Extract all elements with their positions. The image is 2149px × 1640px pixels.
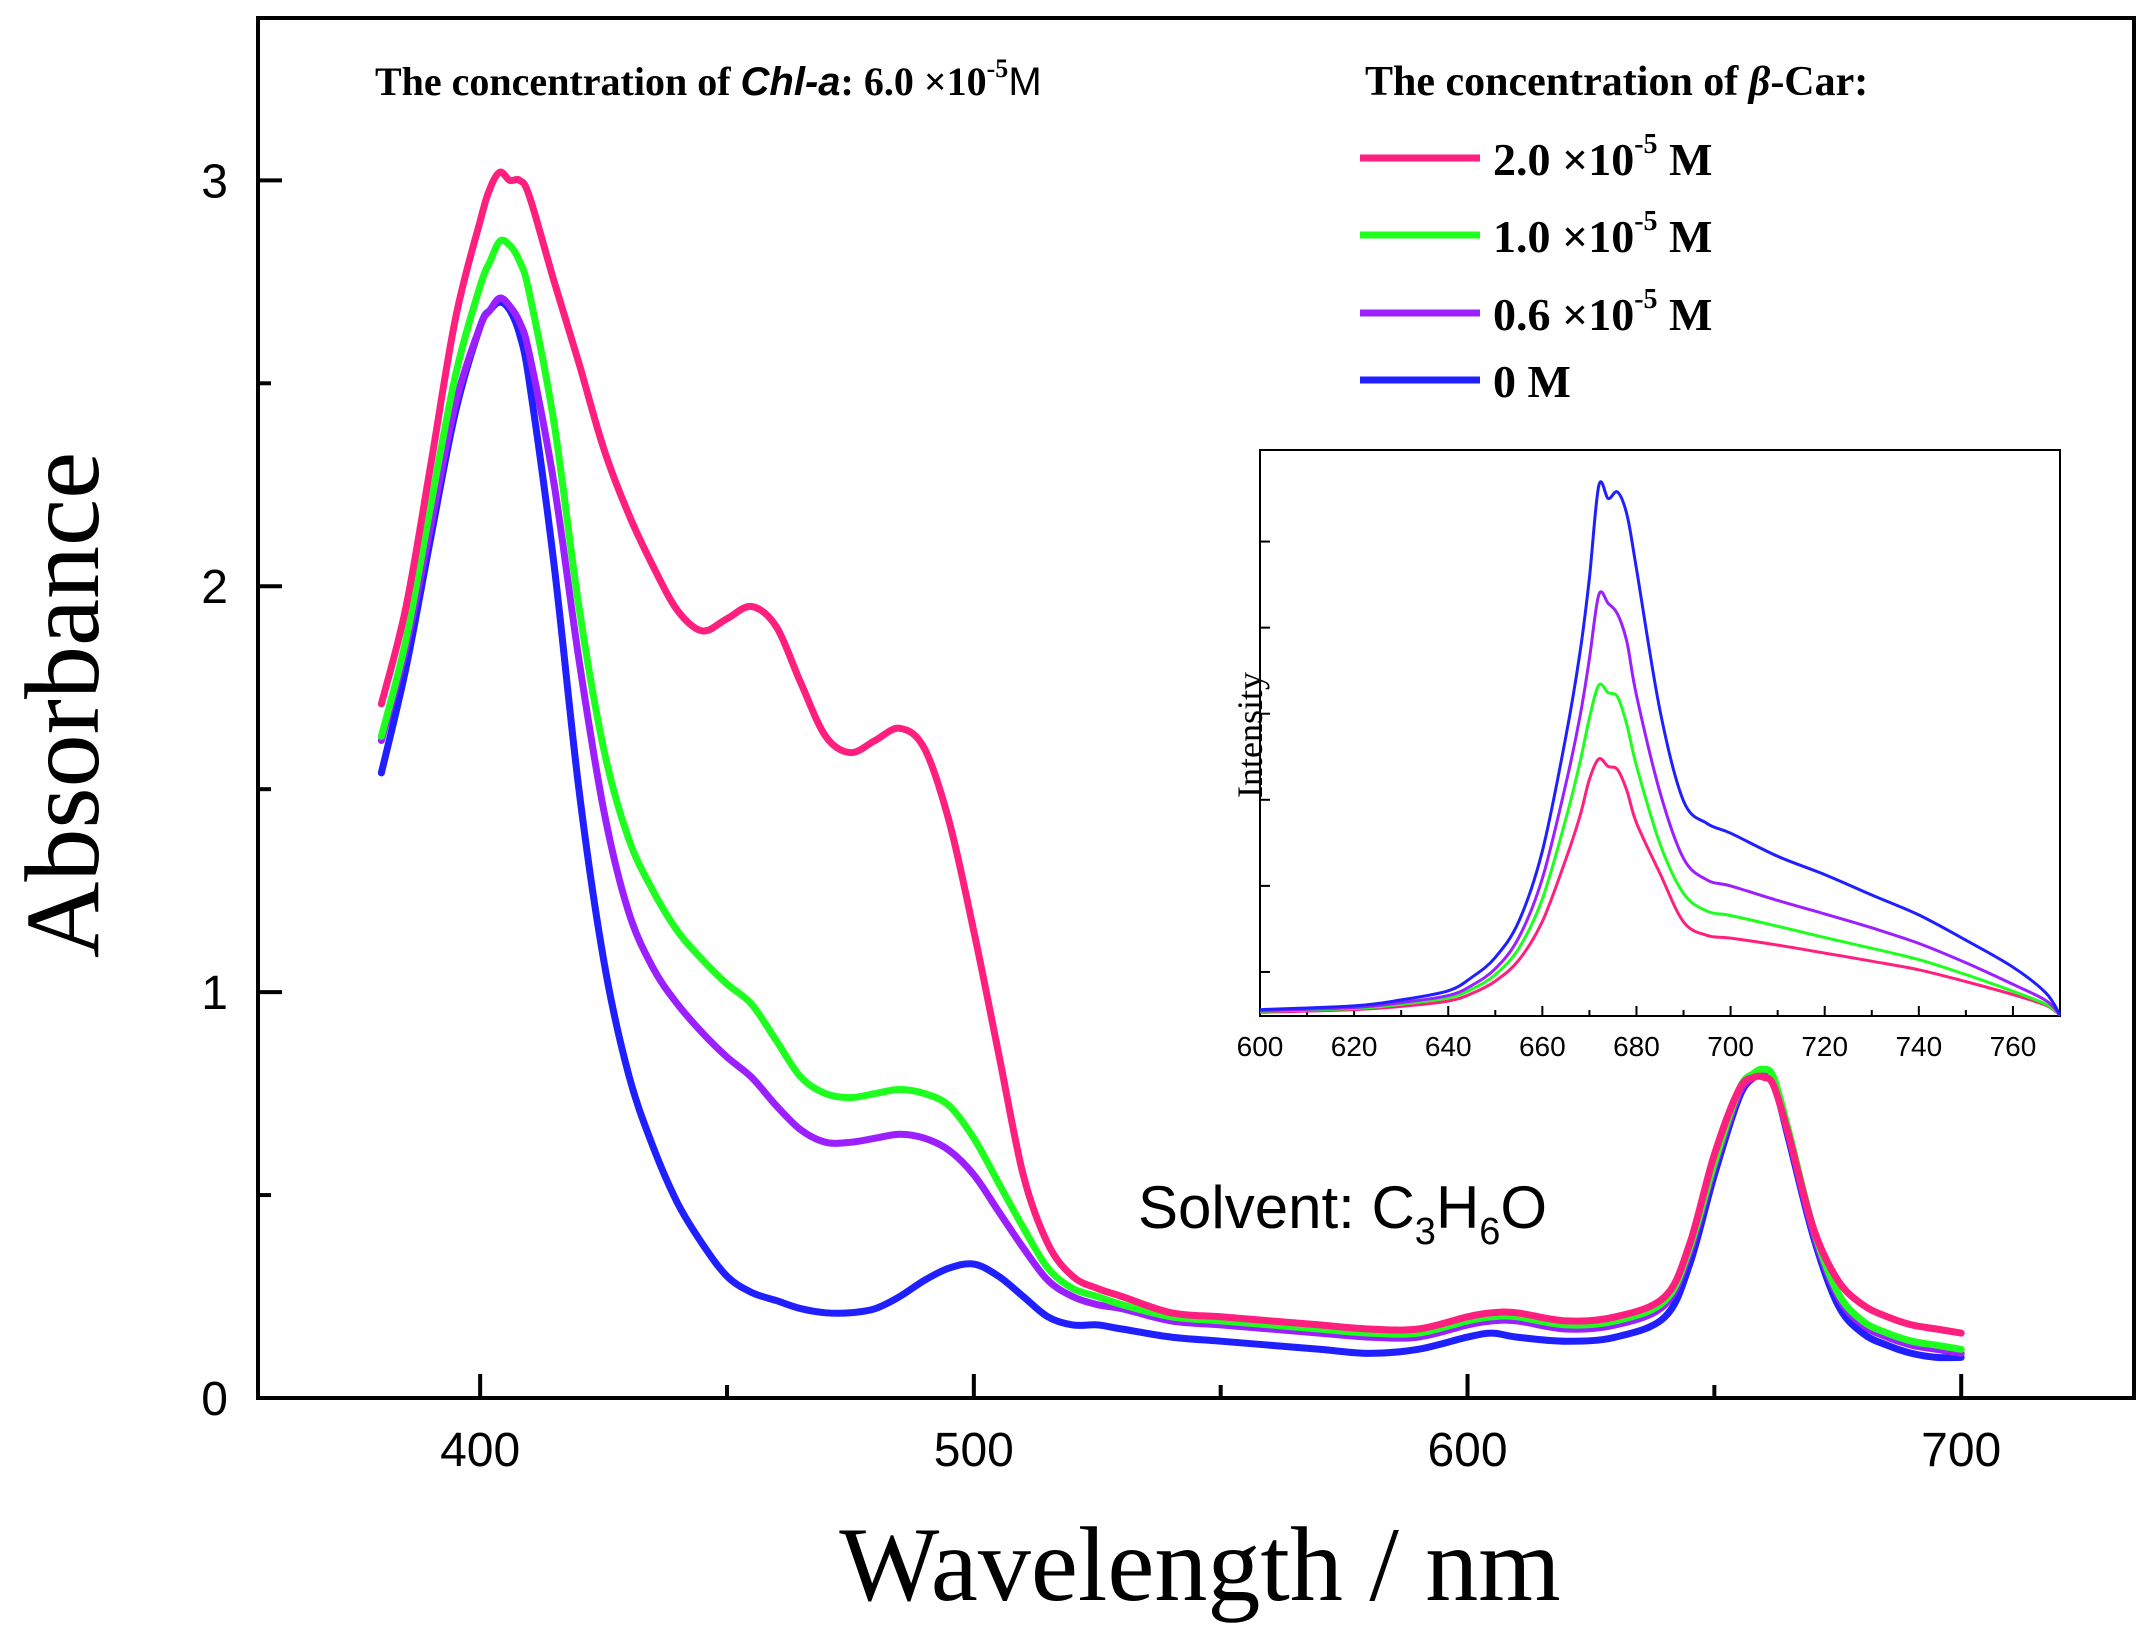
solvent-o: O bbox=[1500, 1174, 1547, 1241]
inset-x-tick-label: 660 bbox=[1519, 1031, 1566, 1062]
inset-series-line-0 M bbox=[1259, 480, 2062, 1016]
car-symbol: β bbox=[1747, 59, 1771, 105]
solvent-prefix: Solvent: C bbox=[1138, 1174, 1415, 1241]
solvent-sub-3: 3 bbox=[1415, 1211, 1436, 1253]
chl-unit: M bbox=[1008, 60, 1041, 104]
legend-exp-2.0: -5 bbox=[1634, 129, 1657, 160]
legend-unit-1.0: M bbox=[1658, 211, 1713, 262]
inset-x-tick-label: 700 bbox=[1707, 1031, 1754, 1062]
x-tick-label: 400 bbox=[440, 1424, 520, 1477]
inset-series-group bbox=[1259, 480, 2062, 1017]
inset-y-axis-label: Intensity bbox=[1230, 672, 1270, 798]
legend-entry-1.0: 1.0 ×10-5 M bbox=[1493, 206, 1712, 262]
legend-label-0: 0 M bbox=[1493, 356, 1571, 407]
legend-label-0.6: 0.6 ×10 bbox=[1493, 289, 1634, 340]
x-tick-label: 500 bbox=[934, 1424, 1014, 1477]
series-line-2.0 ×10-5 M bbox=[377, 168, 1965, 1337]
inset-series-line-2.0 ×10-5 M bbox=[1259, 757, 2061, 1017]
x-tick-label: 700 bbox=[1921, 1424, 2001, 1477]
x-tick-label: 600 bbox=[1427, 1424, 1507, 1477]
inset-plot-frame bbox=[1259, 449, 2061, 1017]
chl-value: : 6.0 ×10 bbox=[841, 59, 987, 104]
inset-x-tick-label: 680 bbox=[1613, 1031, 1660, 1062]
main-plot-frame bbox=[256, 16, 2136, 1400]
chl-concentration-annotation: The concentration of Chl-a: 6.0 ×10-5M bbox=[375, 54, 1042, 104]
solvent-annotation: Solvent: C3H6O bbox=[1138, 1174, 1547, 1253]
inset-axes: 600 620 640 660 680 700 720 740 760 bbox=[1237, 540, 2037, 1062]
legend-exp-0.6: -5 bbox=[1634, 284, 1657, 315]
inset-x-tick-label: 620 bbox=[1331, 1031, 1378, 1062]
x-axis-label: Wavelength / nm bbox=[839, 1506, 1561, 1623]
y-tick-label: 3 bbox=[201, 155, 228, 208]
main-axes: 400 500 600 700 0 1 2 3 bbox=[201, 155, 2001, 1477]
y-tick-label: 0 bbox=[201, 1373, 228, 1426]
series-line-1.0 ×10-5 M bbox=[377, 236, 1965, 1353]
solvent-sub-6: 6 bbox=[1479, 1211, 1500, 1253]
y-tick-label: 2 bbox=[201, 561, 228, 614]
inset-x-tick-label: 740 bbox=[1895, 1031, 1942, 1062]
inset-x-tick-label: 760 bbox=[1990, 1031, 2037, 1062]
chl-name: Chl-a bbox=[741, 60, 841, 104]
chl-exponent: -5 bbox=[987, 54, 1009, 83]
main-series-group bbox=[377, 168, 1965, 1362]
solvent-h: H bbox=[1436, 1174, 1479, 1241]
y-axis-label: Absorbance bbox=[4, 452, 121, 958]
legend-entry-2.0: 2.0 ×10-5 M bbox=[1493, 129, 1712, 185]
inset-series-line-0.6 ×10-5 M bbox=[1259, 590, 2062, 1017]
y-tick-label: 1 bbox=[201, 967, 228, 1020]
legend-unit-0.6: M bbox=[1658, 289, 1713, 340]
inset-x-tick-label: 600 bbox=[1237, 1031, 1284, 1062]
inset-series-line-1.0 ×10-5 M bbox=[1259, 682, 2061, 1017]
car-suffix: -Car: bbox=[1770, 59, 1868, 105]
legend-label-2.0: 2.0 ×10 bbox=[1493, 134, 1634, 185]
inset-x-tick-label: 720 bbox=[1801, 1031, 1848, 1062]
legend-exp-1.0: -5 bbox=[1634, 206, 1657, 237]
legend-unit-2.0: M bbox=[1658, 134, 1713, 185]
legend-title: The concentration of β-Car: bbox=[1365, 59, 1868, 105]
car-prefix: The concentration of bbox=[1365, 59, 1749, 105]
legend-entry-0.6: 0.6 ×10-5 M bbox=[1493, 284, 1712, 340]
legend: 2.0 ×10-5 M 1.0 ×10-5 M 0.6 ×10-5 M 0 M bbox=[1360, 129, 1712, 407]
inset-x-tick-label: 640 bbox=[1425, 1031, 1472, 1062]
chl-prefix: The concentration of bbox=[375, 59, 741, 104]
legend-label-1.0: 1.0 ×10 bbox=[1493, 211, 1634, 262]
